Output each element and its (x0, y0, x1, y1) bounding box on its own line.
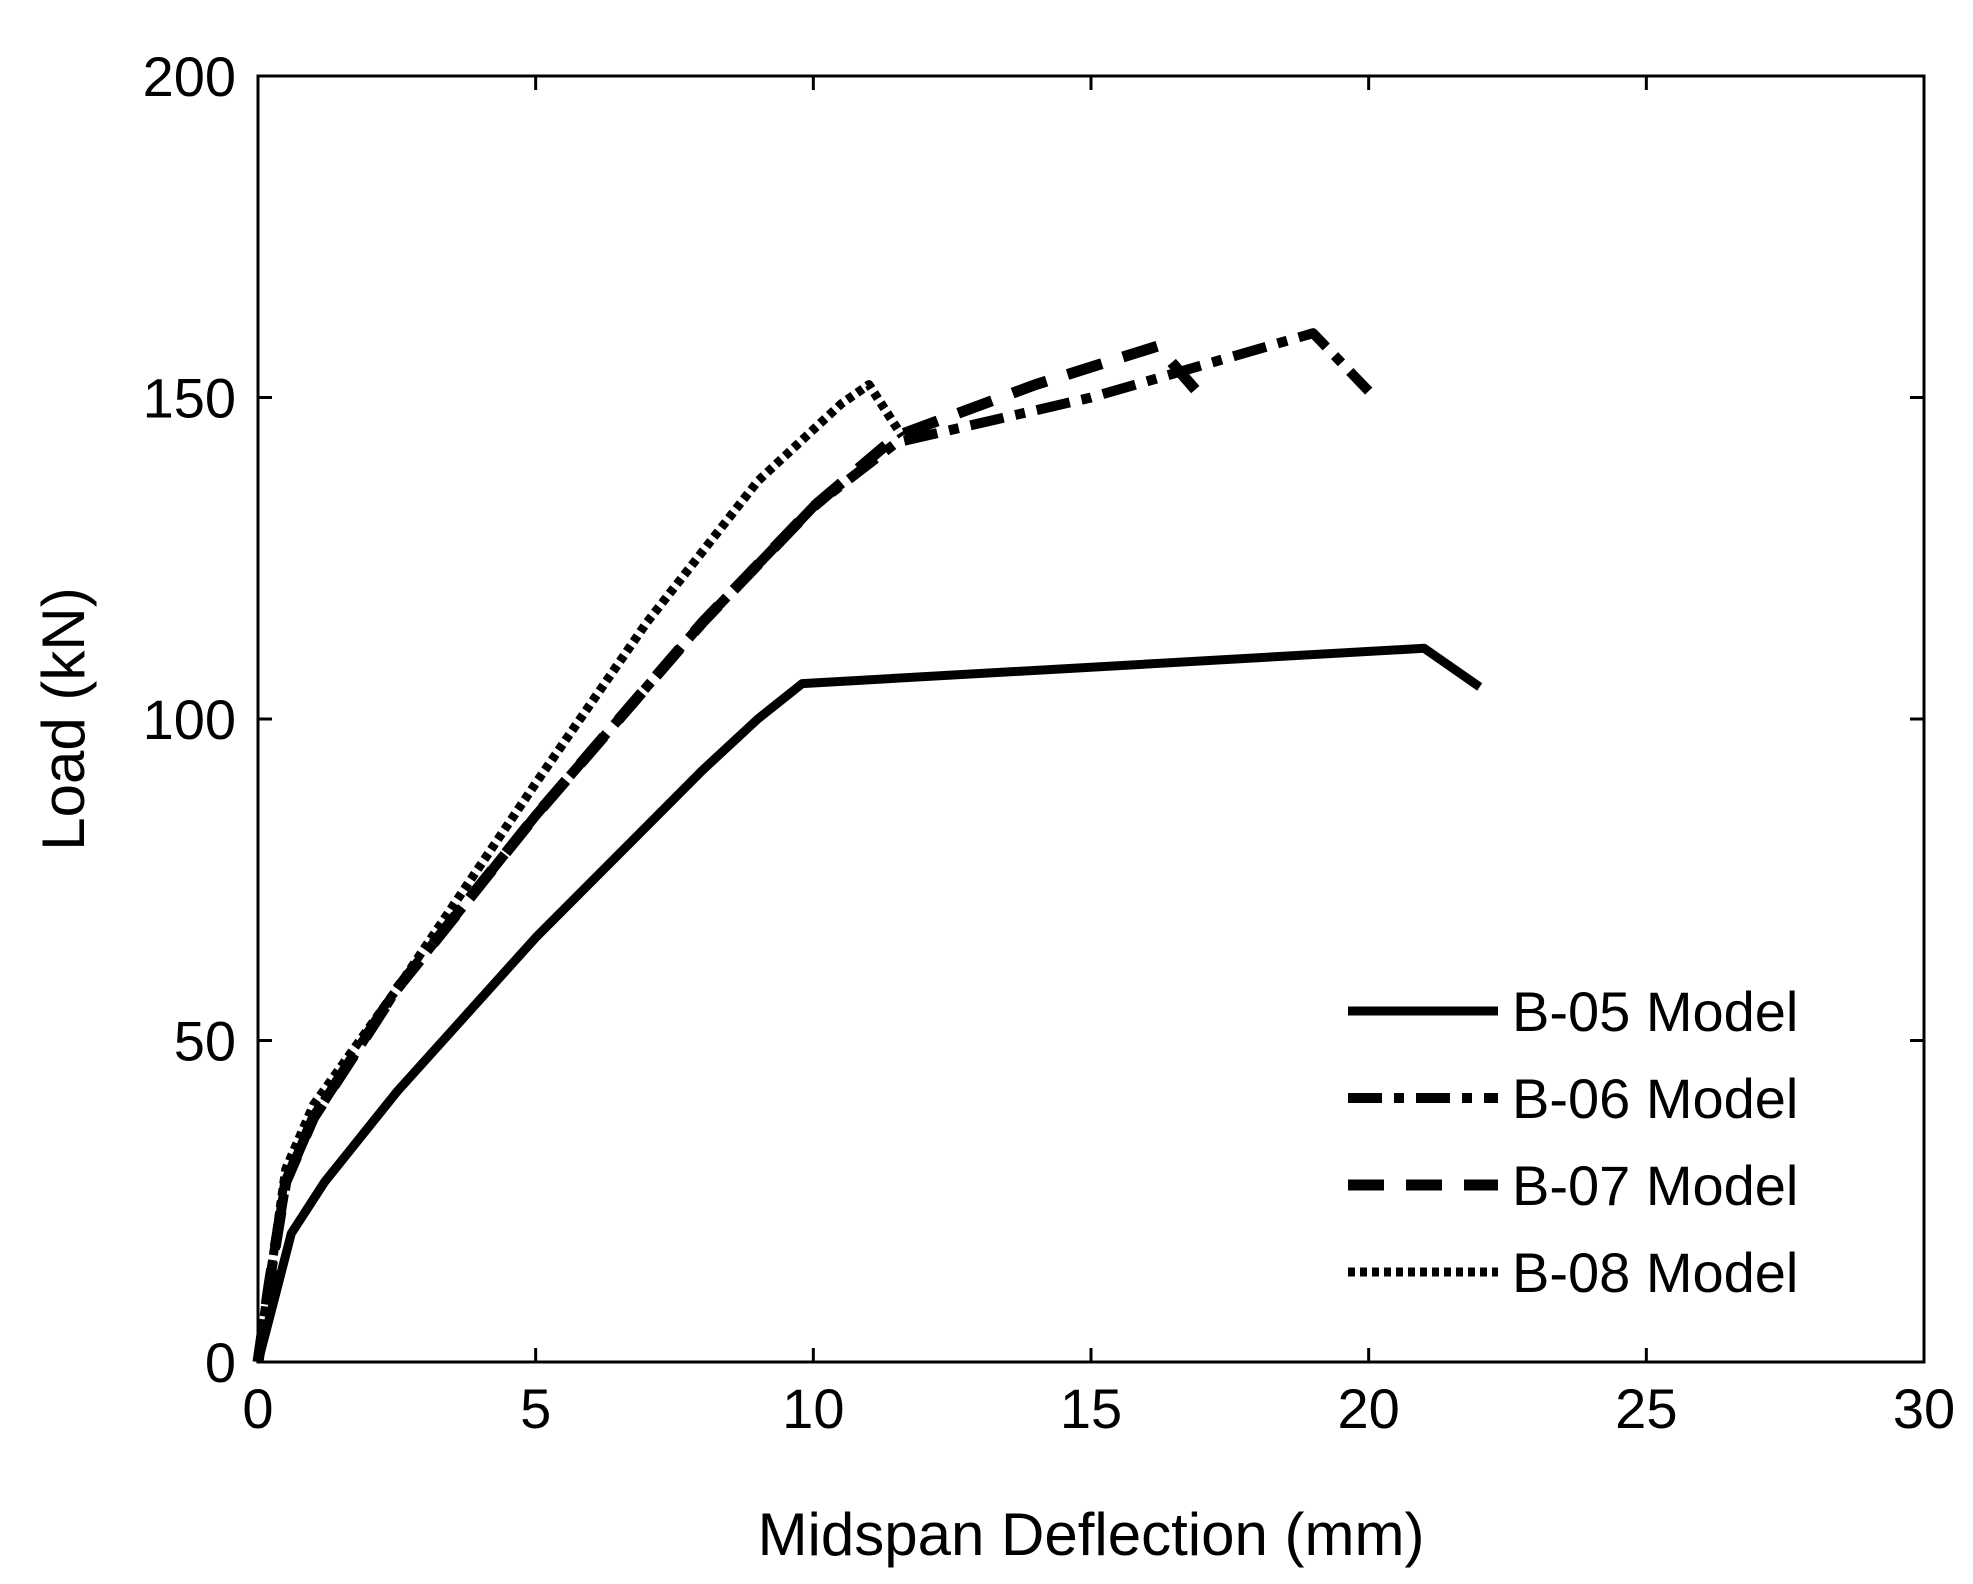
x-tick-label: 0 (242, 1377, 273, 1440)
x-tick-label: 10 (782, 1377, 844, 1440)
y-tick-label: 100 (143, 688, 236, 751)
y-tick-label: 200 (143, 45, 236, 108)
tick-layer: 0 5 10 15 20 25 30 0 50 100 150 200 (143, 45, 1956, 1440)
legend-label-b-06-model: B-06 Model (1512, 1067, 1798, 1130)
series-layer (252, 328, 1483, 1364)
y-axis-title: Load (kN) (30, 587, 97, 850)
legend: B-05 Model B-06 Model B-07 Model B-08 Model (1348, 980, 1798, 1304)
series-line-b-08-model (253, 380, 906, 1363)
y-tick-label: 50 (174, 1010, 236, 1073)
legend-label-b-07-model: B-07 Model (1512, 1154, 1798, 1217)
series-line-b-05-model (253, 643, 1483, 1364)
y-tick-label: 0 (205, 1331, 236, 1394)
x-tick-label: 30 (1893, 1377, 1955, 1440)
x-axis-title: Midspan Deflection (mm) (758, 1501, 1425, 1568)
legend-label-b-05-model: B-05 Model (1512, 980, 1798, 1043)
x-tick-label: 15 (1060, 1377, 1122, 1440)
legend-label-b-08-model: B-08 Model (1512, 1241, 1798, 1304)
x-tick-label: 25 (1615, 1377, 1677, 1440)
y-tick-label: 150 (143, 367, 236, 430)
x-tick-label: 5 (520, 1377, 551, 1440)
x-tick-label: 20 (1338, 1377, 1400, 1440)
